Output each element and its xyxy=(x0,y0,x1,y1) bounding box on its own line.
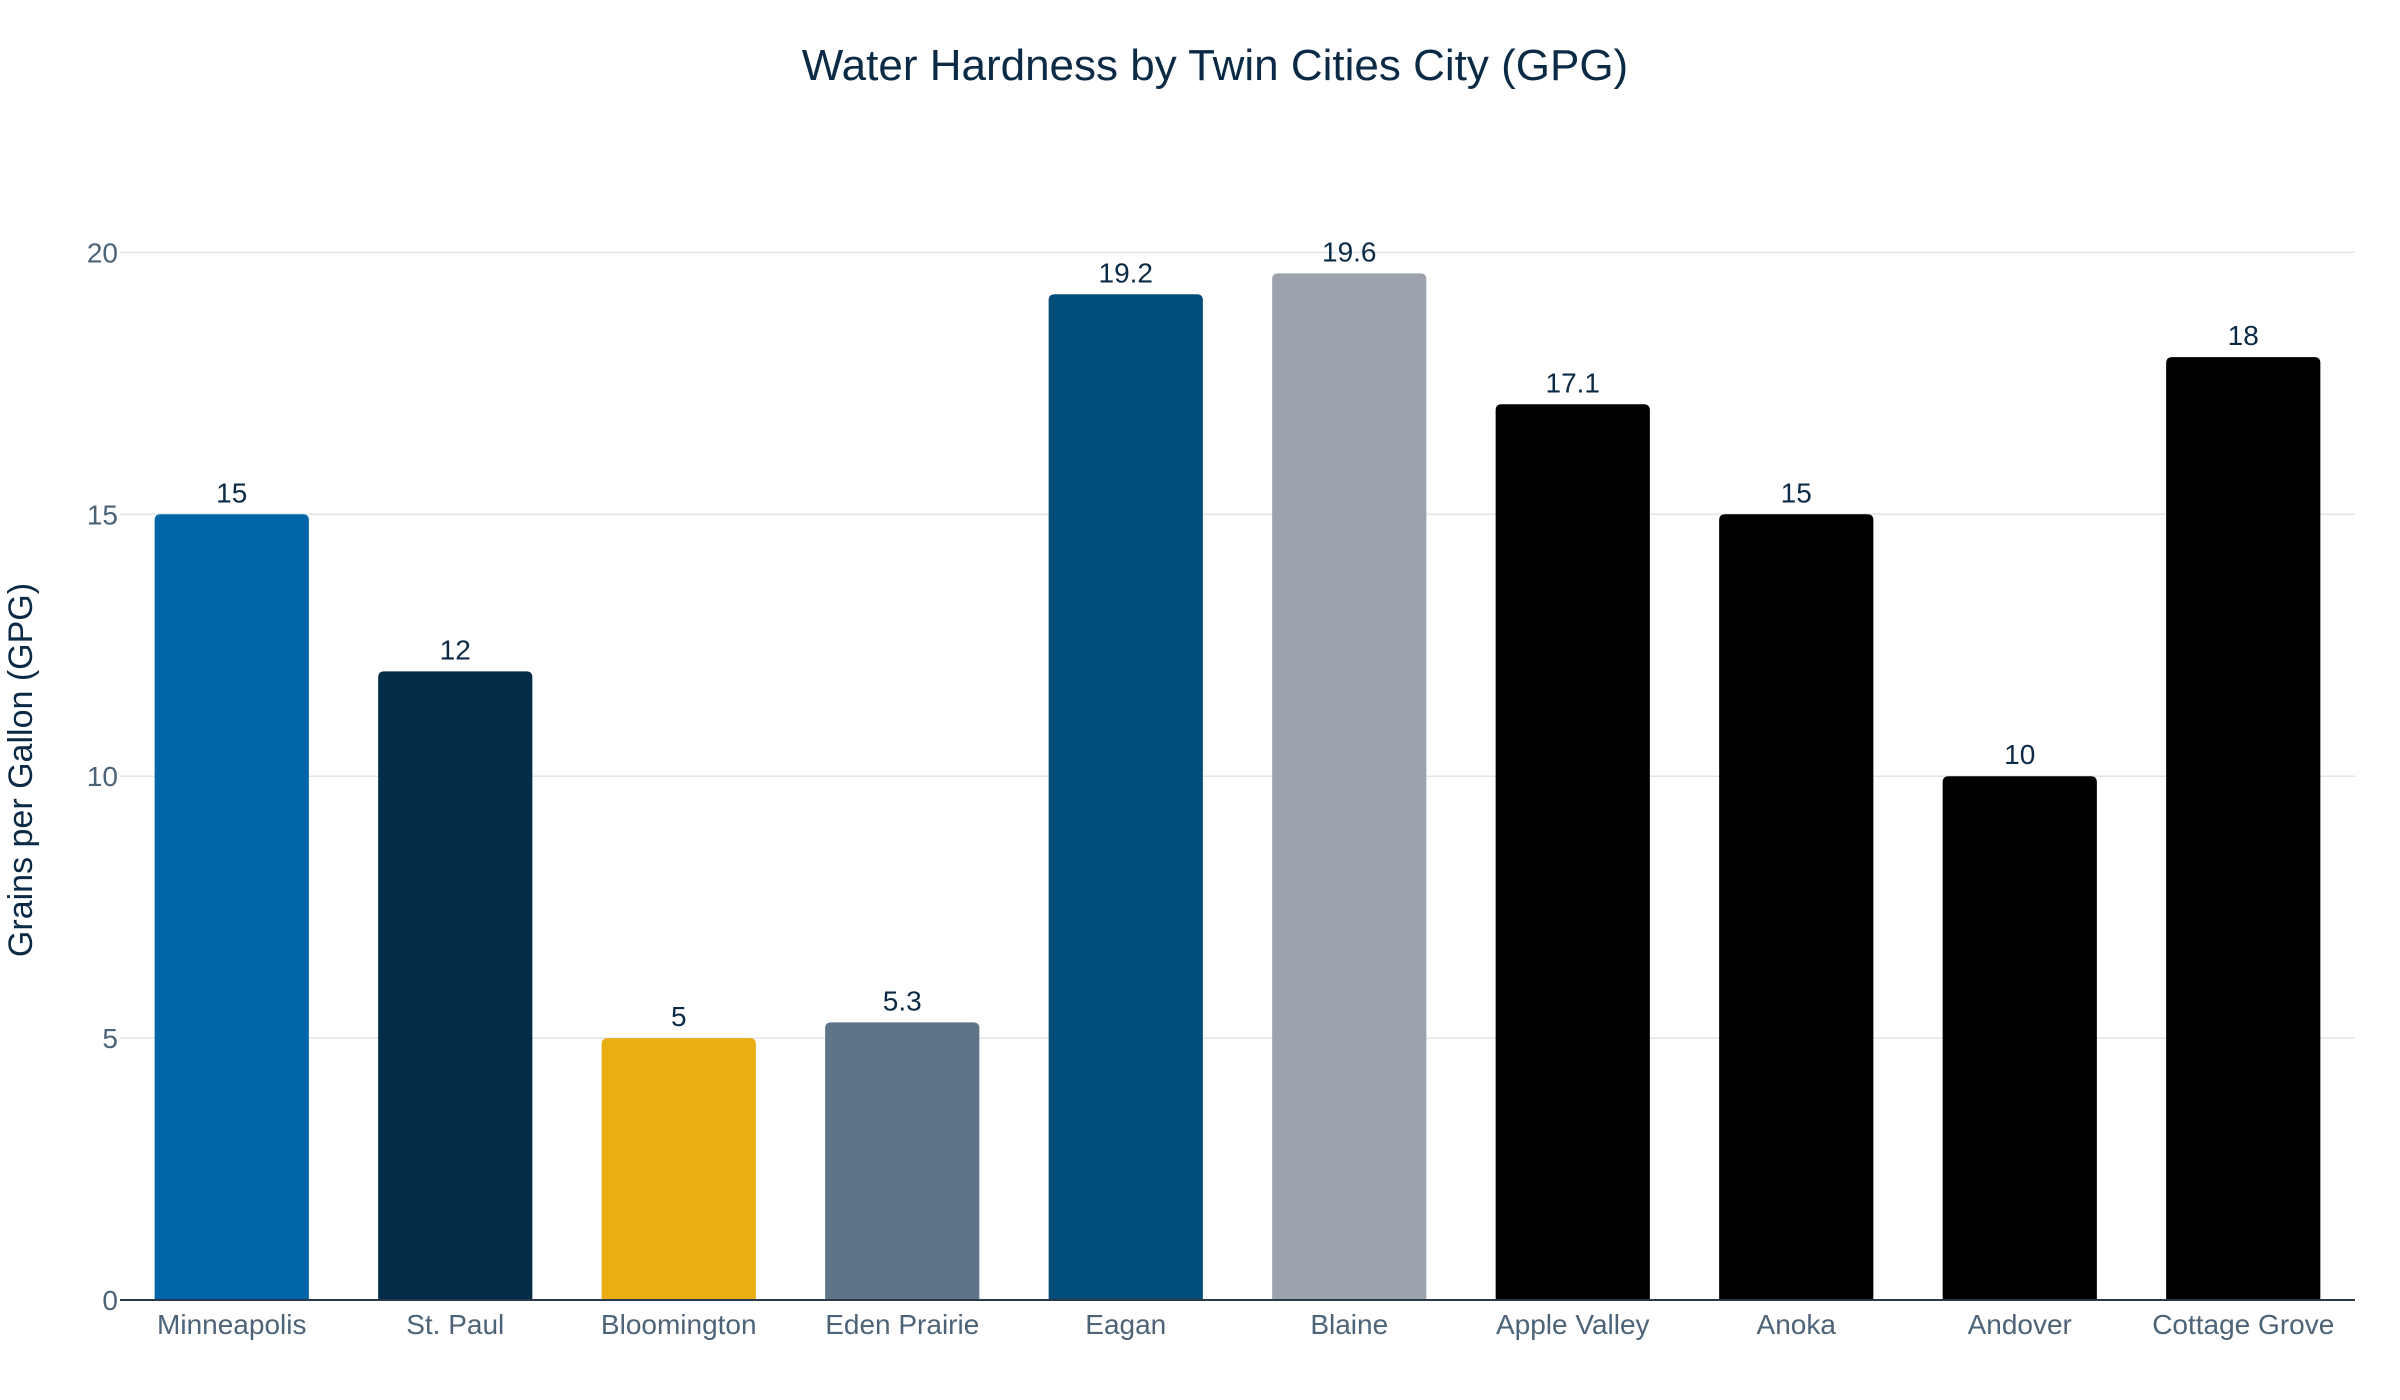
y-tick-label: 15 xyxy=(87,499,118,530)
data-label: 5.3 xyxy=(883,985,922,1016)
data-label: 18 xyxy=(2228,320,2259,351)
x-tick-label: St. Paul xyxy=(406,1309,504,1340)
data-label: 19.2 xyxy=(1099,257,1154,288)
bar-anoka xyxy=(1719,514,1874,1300)
data-label: 10 xyxy=(2004,739,2035,770)
bar-apple-valley xyxy=(1495,404,1650,1300)
x-tick-label: Anoka xyxy=(1757,1309,1837,1340)
chart-title: Water Hardness by Twin Cities City (GPG) xyxy=(802,41,1628,90)
data-label: 15 xyxy=(1781,477,1812,508)
bar-st-paul xyxy=(378,671,533,1300)
x-axis-ticks: Minneapolis St. Paul Bloomington Eden Prair… xyxy=(157,1309,2334,1340)
bar-eagan xyxy=(1048,294,1203,1300)
x-tick-label: Bloomington xyxy=(601,1309,757,1340)
bar-eden-prairie xyxy=(825,1022,980,1300)
y-axis-title: Grains per Gallon (GPG) xyxy=(2,583,40,957)
data-label: 19.6 xyxy=(1322,236,1377,267)
y-axis-ticks: 0 5 10 15 20 xyxy=(87,237,118,1316)
y-tick-label: 20 xyxy=(87,237,118,268)
x-tick-label: Eagan xyxy=(1085,1309,1166,1340)
y-tick-label: 10 xyxy=(87,761,118,792)
data-label: 15 xyxy=(216,477,247,508)
bar-blaine xyxy=(1272,273,1427,1300)
bar-andover xyxy=(1942,776,2097,1300)
bars xyxy=(154,273,2321,1301)
data-label: 17.1 xyxy=(1546,367,1601,398)
y-tick-label: 5 xyxy=(102,1023,118,1054)
x-tick-label: Eden Prairie xyxy=(825,1309,979,1340)
bar-bloomington xyxy=(601,1038,756,1300)
y-tick-label: 0 xyxy=(102,1285,118,1316)
x-tick-label: Apple Valley xyxy=(1496,1309,1650,1340)
data-labels: 15 12 5 5.3 19.2 19.6 17.1 15 10 18 xyxy=(216,236,2259,1032)
data-label: 12 xyxy=(440,634,471,665)
x-tick-label: Blaine xyxy=(1310,1309,1388,1340)
x-tick-label: Andover xyxy=(1968,1309,2072,1340)
x-tick-label: Cottage Grove xyxy=(2152,1309,2334,1340)
bar-minneapolis xyxy=(154,514,309,1300)
data-label: 5 xyxy=(671,1001,687,1032)
x-tick-label: Minneapolis xyxy=(157,1309,306,1340)
bar-cottage-grove xyxy=(2166,357,2321,1301)
